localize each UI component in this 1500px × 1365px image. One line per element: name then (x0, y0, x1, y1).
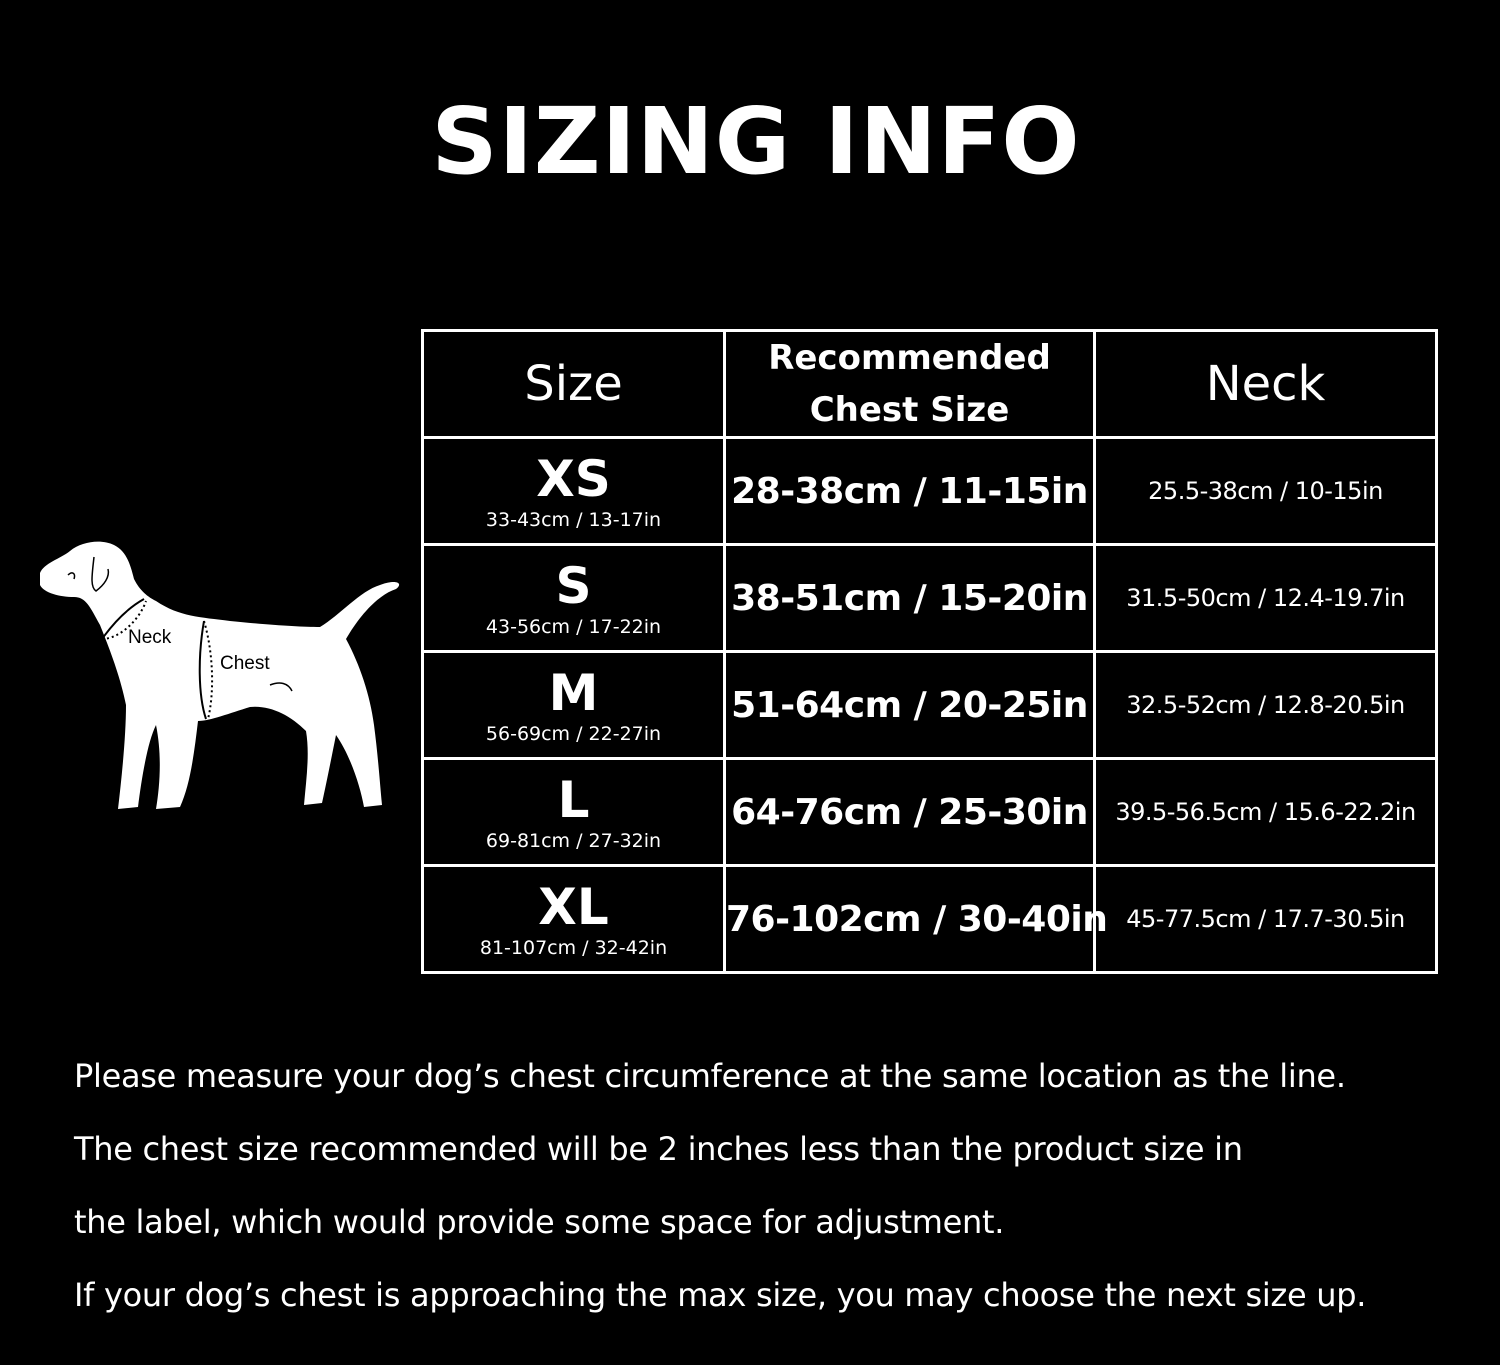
header-size: Size (421, 329, 726, 439)
size-cell: XS 33-43cm / 13-17in (421, 436, 726, 546)
neck-cell: 45-77.5cm / 17.7-30.5in (1093, 864, 1438, 974)
chest-label: Chest (220, 653, 270, 674)
product-size: 33-43cm / 13-17in (485, 509, 662, 531)
chest-cell: 76-102cm / 30-40in (723, 864, 1108, 974)
neck-cell: 32.5-52cm / 12.8-20.5in (1093, 650, 1438, 760)
table-row: XL 81-107cm / 32-42in 76-102cm / 30-40in … (421, 864, 1438, 974)
size-label: L (557, 771, 590, 829)
header-chest-line2: Chest Size (809, 390, 1010, 430)
size-label: XS (536, 450, 611, 508)
header-chest: Recommended Chest Size (723, 329, 1096, 439)
neck-label: Neck (128, 627, 172, 648)
product-size: 81-107cm / 32-42in (479, 937, 668, 959)
header-chest-line1: Recommended (768, 338, 1051, 378)
size-label: S (555, 557, 592, 615)
note-line: The chest size recommended will be 2 inc… (74, 1130, 1243, 1168)
dog-measurement-diagram: Neck Chest (40, 541, 400, 809)
product-size: 69-81cm / 27-32in (485, 830, 662, 852)
neck-cell: 39.5-56.5cm / 15.6-22.2in (1093, 757, 1438, 867)
table-row: M 56-69cm / 22-27in 51-64cm / 20-25in 32.… (421, 650, 1438, 760)
chest-cell: 51-64cm / 20-25in (723, 650, 1096, 760)
table-row: S 43-56cm / 17-22in 38-51cm / 15-20in 31.… (421, 543, 1438, 653)
measurement-notes: Please measure your dog’s chest circumfe… (74, 1040, 1366, 1332)
size-cell: M 56-69cm / 22-27in (421, 650, 726, 760)
table-header-row: Size Recommended Chest Size Neck (421, 329, 1438, 439)
size-cell: L 69-81cm / 27-32in (421, 757, 726, 867)
sizing-table: Size Recommended Chest Size Neck XS 33-43… (421, 329, 1438, 974)
table-row: L 69-81cm / 27-32in 64-76cm / 25-30in 39.… (421, 757, 1438, 867)
chest-line (198, 620, 207, 720)
chest-cell: 64-76cm / 25-30in (723, 757, 1096, 867)
neck-cell: 25.5-38cm / 10-15in (1093, 436, 1438, 546)
neck-cell: 31.5-50cm / 12.4-19.7in (1093, 543, 1438, 653)
note-line: Please measure your dog’s chest circumfe… (74, 1057, 1346, 1095)
product-size: 56-69cm / 22-27in (485, 723, 662, 745)
size-cell: S 43-56cm / 17-22in (421, 543, 726, 653)
table-row: XS 33-43cm / 13-17in 28-38cm / 11-15in 25… (421, 436, 1438, 546)
note-line: If your dog’s chest is approaching the m… (74, 1276, 1367, 1314)
header-neck: Neck (1093, 329, 1438, 439)
chest-cell: 28-38cm / 11-15in (723, 436, 1096, 546)
size-label: XL (538, 878, 609, 936)
size-label: M (548, 664, 599, 722)
page-title: SIZING INFO (431, 88, 1081, 195)
dog-silhouette (40, 541, 400, 809)
product-size: 43-56cm / 17-22in (485, 616, 662, 638)
chest-cell: 38-51cm / 15-20in (723, 543, 1096, 653)
note-line: the label, which would provide some spac… (74, 1203, 1005, 1241)
size-cell: XL 81-107cm / 32-42in (421, 864, 726, 974)
neck-line (101, 598, 145, 640)
